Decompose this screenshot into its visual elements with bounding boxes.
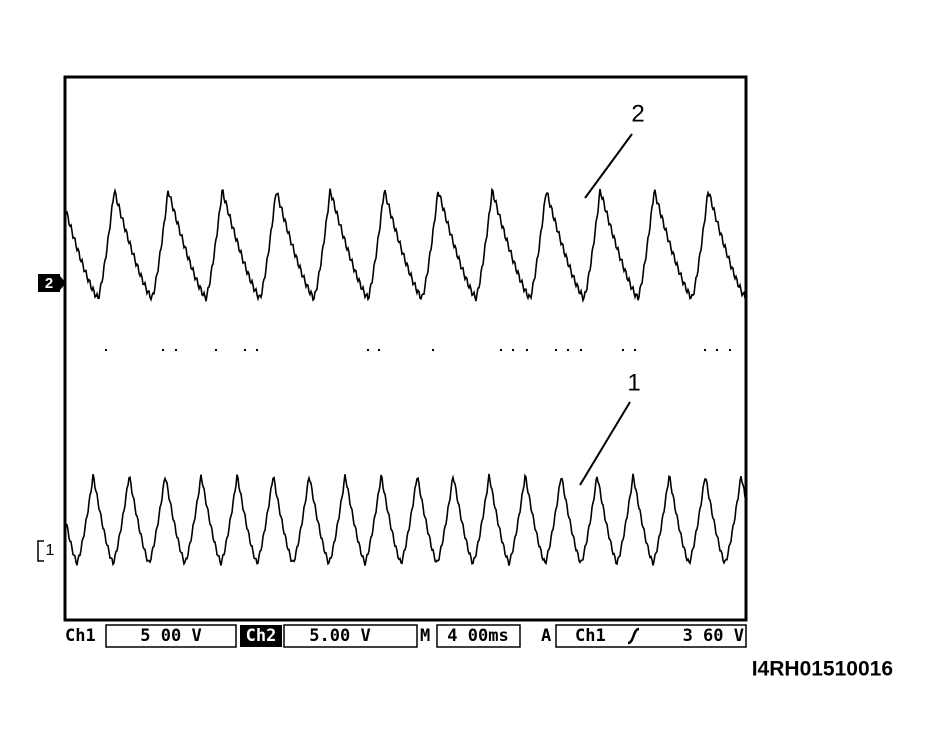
center-dot: [512, 349, 514, 351]
center-dot: [567, 349, 569, 351]
center-dot: [175, 349, 177, 351]
waveforms: [65, 187, 746, 567]
center-dot: [580, 349, 582, 351]
trace-2: [65, 187, 746, 304]
status-box: [283, 624, 418, 648]
channel-marker-bracket: [37, 540, 44, 562]
channel-marker: 1: [46, 542, 55, 559]
center-dot: [215, 349, 217, 351]
status-value: 5 00 V: [140, 626, 201, 646]
center-dot: [634, 349, 636, 351]
center-dot: [500, 349, 502, 351]
callout-line: [579, 401, 631, 486]
trigger-slope-icon: [627, 627, 640, 645]
status-value: 4 00ms: [447, 626, 508, 646]
figure-id: I4RH01510016: [752, 658, 893, 681]
status-label: Ch2: [246, 626, 277, 646]
status-box-inverted: [240, 625, 282, 647]
center-dot: [704, 349, 706, 351]
center-dot: [256, 349, 258, 351]
center-dot: [432, 349, 434, 351]
center-dot: [526, 349, 528, 351]
trace-1: [65, 473, 746, 567]
status-label: Ch1: [65, 626, 96, 646]
screen-frame: [63, 75, 748, 622]
status-box: [105, 624, 237, 648]
center-dot: [729, 349, 731, 351]
status-box: [436, 624, 521, 648]
channel-marker-box: [38, 274, 60, 292]
status-value: 5.00 V: [309, 626, 370, 646]
status-value: Ch1: [575, 626, 606, 646]
callout-line: [584, 133, 633, 199]
status-label: M: [420, 626, 430, 646]
center-dot: [378, 349, 380, 351]
center-dot: [105, 349, 107, 351]
center-dots: [105, 349, 731, 351]
center-dot: [622, 349, 624, 351]
status-box: [555, 624, 747, 648]
center-dot: [716, 349, 718, 351]
center-dot: [244, 349, 246, 351]
status-value: 3 60 V: [683, 626, 744, 646]
status-label: A: [541, 626, 551, 646]
channel-marker: 2: [45, 275, 53, 292]
channel-marker-arrow: [60, 276, 66, 290]
center-dot: [162, 349, 164, 351]
center-dot: [555, 349, 557, 351]
trace-label: 2: [631, 100, 644, 127]
trace-label: 1: [627, 369, 640, 396]
center-dot: [367, 349, 369, 351]
